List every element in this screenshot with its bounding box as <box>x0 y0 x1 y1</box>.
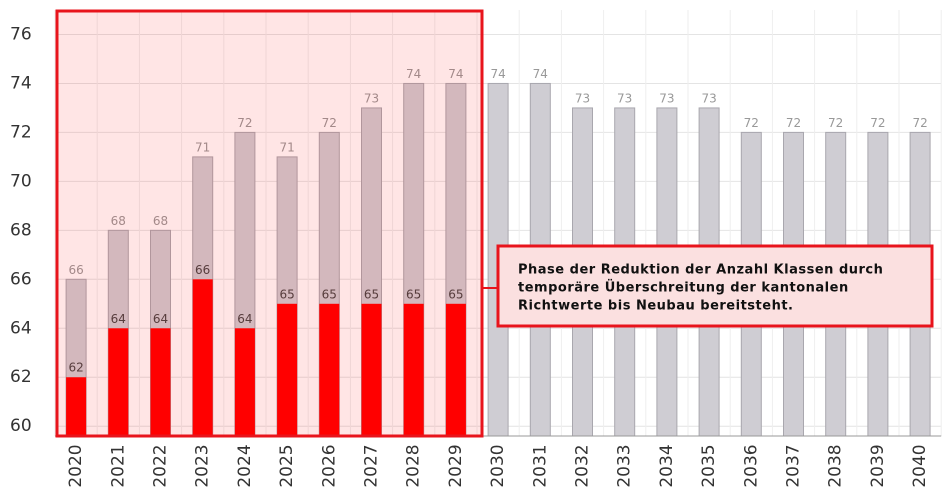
bar <box>445 303 466 436</box>
value-label: 65 <box>406 287 421 301</box>
value-label: 72 <box>237 116 252 130</box>
bar <box>192 279 213 436</box>
x-tick-label: 2037 <box>784 444 804 487</box>
x-tick-label: 2020 <box>66 444 86 487</box>
value-label: 74 <box>406 67 421 81</box>
value-label: 64 <box>111 312 126 326</box>
x-tick-label: 2030 <box>488 444 508 487</box>
value-label: 73 <box>364 91 379 105</box>
value-label: 74 <box>448 67 463 81</box>
x-tick-label: 2032 <box>573 444 593 487</box>
y-tick-label: 70 <box>10 171 32 191</box>
value-label: 72 <box>744 116 759 130</box>
value-label: 64 <box>153 312 168 326</box>
y-tick-label: 76 <box>10 24 32 44</box>
value-label: 65 <box>279 287 294 301</box>
bar <box>277 303 298 436</box>
y-tick-label: 66 <box>10 269 32 289</box>
value-label: 73 <box>701 91 716 105</box>
annotation-box <box>496 244 934 328</box>
y-tick-label: 72 <box>10 122 32 142</box>
y-tick-label: 68 <box>10 220 32 240</box>
bar <box>150 328 171 436</box>
x-tick-label: 2039 <box>868 444 888 487</box>
x-tick-label: 2023 <box>193 444 213 487</box>
x-tick-label: 2024 <box>235 444 255 487</box>
x-tick-label: 2028 <box>404 444 424 487</box>
bar <box>403 303 424 436</box>
value-label: 65 <box>364 287 379 301</box>
value-label: 72 <box>786 116 801 130</box>
x-tick-label: 2021 <box>108 444 128 487</box>
bar <box>319 303 340 436</box>
value-label: 62 <box>68 361 83 375</box>
value-label: 72 <box>870 116 885 130</box>
value-label: 72 <box>322 116 337 130</box>
bar <box>234 328 255 436</box>
x-tick-label: 2026 <box>319 444 339 487</box>
bar <box>108 328 129 436</box>
x-tick-label: 2035 <box>699 444 719 487</box>
annotation-text: Richtwerte bis Neubau bereitsteht. <box>518 299 793 314</box>
x-tick-label: 2031 <box>530 444 550 487</box>
x-tick-label: 2022 <box>151 444 171 487</box>
x-tick-label: 2025 <box>277 444 297 487</box>
value-label: 68 <box>153 214 168 228</box>
x-tick-label: 2040 <box>910 444 930 487</box>
value-label: 73 <box>617 91 632 105</box>
x-tick-label: 2029 <box>446 444 466 487</box>
value-label: 72 <box>828 116 843 130</box>
value-label: 66 <box>68 263 83 277</box>
value-label: 68 <box>111 214 126 228</box>
y-tick-label: 64 <box>10 318 32 338</box>
value-label: 66 <box>195 263 210 277</box>
bar <box>66 377 87 436</box>
x-tick-label: 2027 <box>362 444 382 487</box>
value-label: 74 <box>533 67 548 81</box>
value-label: 71 <box>195 140 210 154</box>
value-label: 71 <box>279 140 294 154</box>
value-label: 65 <box>448 287 463 301</box>
value-label: 73 <box>575 91 590 105</box>
value-label: 73 <box>659 91 674 105</box>
highlight-region <box>55 9 484 438</box>
annotation-text: temporäre Überschreitung der kantonalen <box>518 280 849 296</box>
value-label: 74 <box>490 67 505 81</box>
x-tick-label: 2036 <box>741 444 761 487</box>
y-tick-label: 62 <box>10 367 32 387</box>
x-tick-label: 2033 <box>615 444 635 487</box>
x-tick-label: 2034 <box>657 444 677 487</box>
value-label: 64 <box>237 312 252 326</box>
bar <box>361 303 382 436</box>
y-tick-label: 60 <box>10 416 32 436</box>
annotation-text: Phase der Reduktion der Anzahl Klassen d… <box>518 263 883 278</box>
x-tick-label: 2038 <box>826 444 846 487</box>
value-label: 72 <box>912 116 927 130</box>
value-label: 65 <box>322 287 337 301</box>
y-tick-label: 74 <box>10 73 32 93</box>
